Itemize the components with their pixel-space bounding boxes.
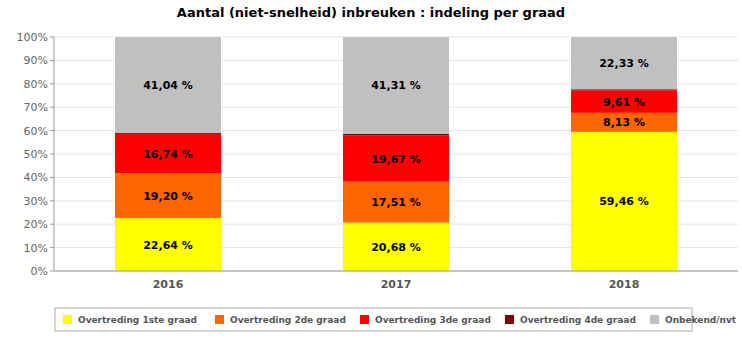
tick-label: 90% (24, 54, 48, 67)
category-label: 2016 (153, 278, 184, 291)
data-label: 19,67 % (371, 153, 421, 166)
tick-mark (50, 200, 54, 201)
bar-segment (571, 37, 677, 89)
legend-label: Overtreding 3de graad (375, 315, 491, 325)
bar-segment (115, 218, 221, 271)
tick-mark (50, 177, 54, 178)
tick-label: 80% (24, 78, 48, 91)
data-label: 41,31 % (371, 79, 421, 92)
chart: Aantal (niet-snelheid) inbreuken : indel… (0, 0, 742, 340)
data-label: 8,13 % (603, 116, 645, 129)
tick-mark (50, 107, 54, 108)
tick-mark (50, 154, 54, 155)
bar-segment (343, 37, 449, 134)
tick-mark (50, 83, 54, 84)
data-label: 19,20 % (143, 190, 193, 203)
tick-label: 100% (17, 31, 48, 44)
bar-segment (115, 173, 221, 218)
data-label: 20,68 % (371, 241, 421, 254)
legend-label: Onbekend/nvt (665, 315, 737, 325)
x-axis (54, 271, 738, 272)
tick-mark (50, 247, 54, 248)
legend-label: Overtreding 2de graad (230, 315, 346, 325)
bar-segment (343, 182, 449, 223)
bar-segment (571, 132, 677, 271)
tick-mark (50, 224, 54, 225)
tick-label: 70% (24, 101, 48, 114)
data-label: 16,74 % (143, 148, 193, 161)
y-axis (54, 37, 55, 271)
bar-segment (343, 223, 449, 271)
category-label: 2017 (381, 278, 412, 291)
bar-segment (571, 89, 677, 90)
bar-segment (343, 136, 449, 182)
legend-swatch (650, 315, 659, 324)
data-label: 41,04 % (143, 79, 193, 92)
data-label: 22,64 % (143, 239, 193, 252)
legend-swatch (215, 315, 224, 324)
tick-mark (50, 37, 54, 38)
data-label: 22,33 % (599, 57, 649, 70)
tick-label: 30% (24, 195, 48, 208)
tick-mark (50, 60, 54, 61)
category-label: 2018 (609, 278, 640, 291)
legend-label: Overtreding 1ste graad (78, 315, 197, 325)
bar-segment (571, 90, 677, 112)
grid-line (54, 271, 738, 272)
title: Aantal (niet-snelheid) inbreuken : indel… (177, 5, 565, 20)
legend-swatch (505, 315, 514, 324)
tick-label: 20% (24, 218, 48, 231)
tick-label: 50% (24, 148, 48, 161)
bar-segment (115, 37, 221, 133)
legend-swatch (360, 315, 369, 324)
legend-box (55, 308, 692, 331)
tick-mark (50, 130, 54, 131)
tick-label: 10% (24, 242, 48, 255)
data-label: 17,51 % (371, 196, 421, 209)
tick-label: 0% (31, 265, 48, 278)
bar-segment (115, 134, 221, 173)
bar-segment (343, 134, 449, 136)
legend-swatch (63, 315, 72, 324)
tick-label: 60% (24, 125, 48, 138)
data-label: 59,46 % (599, 195, 649, 208)
tick-mark (50, 271, 54, 272)
tick-label: 40% (24, 171, 48, 184)
legend-label: Overtreding 4de graad (520, 315, 636, 325)
data-label: 9,61 % (603, 96, 645, 109)
bars (115, 37, 677, 271)
bar-segment (571, 113, 677, 132)
